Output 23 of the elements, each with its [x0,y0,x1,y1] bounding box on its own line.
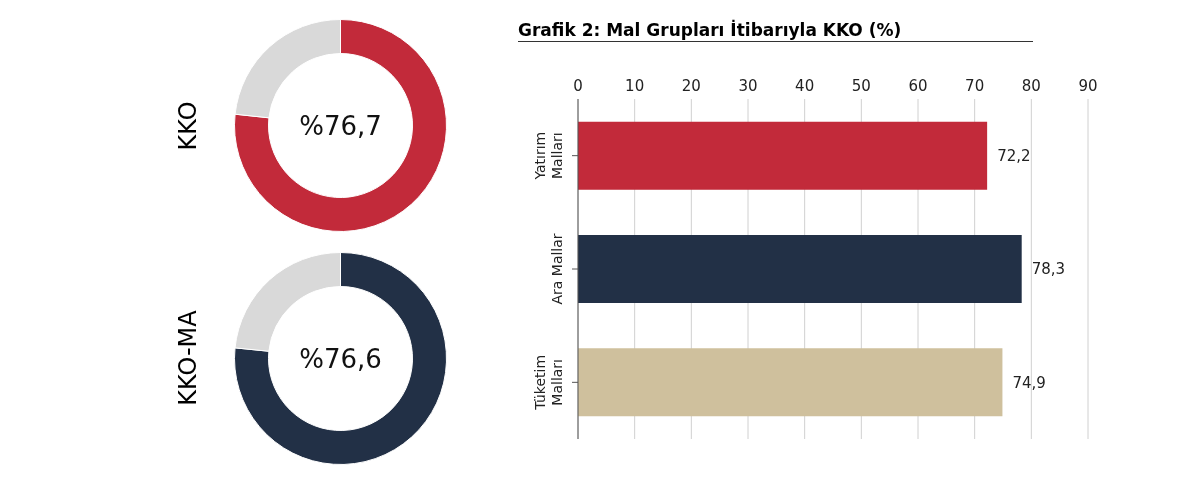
donut-slice [234,19,447,232]
y-tick-label: Yatırım Malları [532,131,565,181]
x-tick-label: 40 [795,77,815,95]
donut-slice [234,251,447,465]
data-label: %76,6 [299,343,382,374]
y-tick-label: Ara Mallar [549,233,565,305]
x-tick-label: 90 [1078,77,1098,95]
x-tick-label: 10 [625,77,645,95]
x-tick-label: 60 [908,77,928,95]
text: KKO [174,100,202,151]
chart-title: Grafik 2: Mal Grupları İtibarıyla KKO (%) [518,20,1033,42]
y-tick-label: Tüketim Malları [532,354,565,411]
data-label: %76,7 [299,110,382,141]
x-tick-label: 50 [851,77,871,95]
x-tick-label: 20 [681,77,701,95]
data-label: 74,9 [1012,373,1046,392]
data-label: 78,3 [1031,260,1066,279]
x-tick-label: 70 [965,77,985,95]
x-tick-label: 80 [1021,77,1041,95]
data-label: 72,2 [997,146,1031,165]
text: KKO-MA [174,310,203,406]
x-tick-label: 0 [573,77,583,95]
x-tick-label: 30 [738,77,758,95]
